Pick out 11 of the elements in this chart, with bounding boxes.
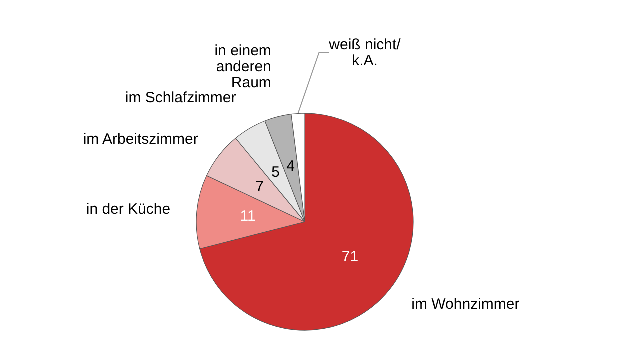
slice-label: im Schlafzimmer — [125, 89, 236, 106]
data-label: 11 — [240, 208, 256, 226]
slice-label: im Wohnzimmer — [412, 296, 520, 314]
slice-label: in der Küche — [86, 200, 171, 218]
data-label: 71 — [342, 248, 359, 266]
data-label: 4 — [286, 158, 295, 176]
slice-label: in einem anderen Raum — [214, 42, 272, 92]
data-label: 5 — [272, 164, 280, 182]
data-label: 7 — [256, 178, 264, 196]
slice-label: im Arbeitszimmer — [83, 130, 198, 148]
slice-label: weiß nicht/ k.A. — [328, 36, 402, 70]
